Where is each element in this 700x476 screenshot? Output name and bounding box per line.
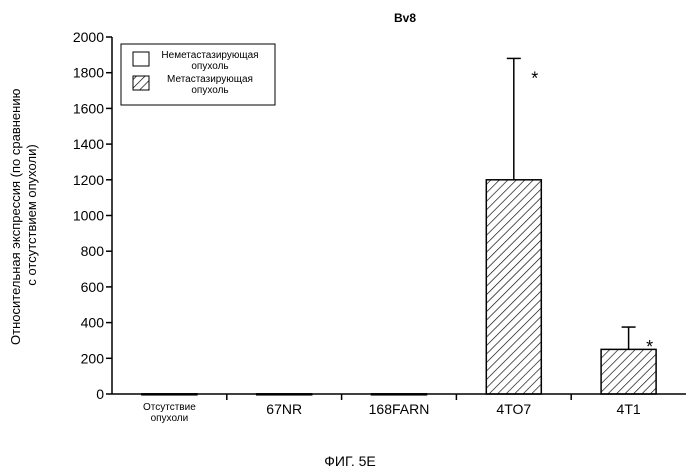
x-axis: Отсутствиеопухоли 67NR 168FARN 4TO7 4T1 xyxy=(112,394,686,424)
legend-label-line: опухоль xyxy=(191,61,228,72)
x-tick-label: 67NR xyxy=(266,401,302,417)
x-tick-label-line: 4T1 xyxy=(617,401,641,417)
y-tick-label: 200 xyxy=(81,350,105,366)
x-tick-label-line: Отсутствие xyxy=(143,402,196,413)
y-axis: 0 200 400 600 800 1000 1200 1400 1600 1800 2000 xyxy=(73,29,112,402)
x-tick-label-line: 67NR xyxy=(266,401,302,417)
y-tick-label: 1600 xyxy=(73,100,104,116)
x-tick-label-line: опухоли xyxy=(151,413,189,424)
y-tick-label: 800 xyxy=(81,243,105,259)
y-tick-label: 600 xyxy=(81,279,105,295)
x-tick-label-line: 4TO7 xyxy=(496,401,531,417)
legend: НеметастазирующаяопухольМетастазирующаяо… xyxy=(121,44,275,105)
y-tick-label: 2000 xyxy=(73,29,104,45)
legend-swatch-1 xyxy=(133,52,149,66)
y-axis-label-line-2: с отсутствием опухоли) xyxy=(24,144,39,285)
y-tick-label: 1200 xyxy=(73,172,104,188)
x-tick-label: 4T1 xyxy=(617,401,641,417)
bar-3 xyxy=(372,394,427,395)
bar-2 xyxy=(257,394,312,395)
figure-caption: ФИГ. 5E xyxy=(324,453,375,469)
y-tick-label: 0 xyxy=(96,386,104,402)
bar-4 xyxy=(486,180,541,394)
significance-marker: * xyxy=(531,68,538,88)
x-tick-label: 168FARN xyxy=(369,401,430,417)
y-tick-label: 400 xyxy=(81,315,105,331)
x-tick-label-line: 168FARN xyxy=(369,401,430,417)
significance-marker: * xyxy=(646,337,653,357)
x-tick-label: 4TO7 xyxy=(496,401,531,417)
y-tick-label: 1000 xyxy=(73,208,104,224)
y-axis-label-line-1: Относительная экспрессия (по сравнению xyxy=(8,88,23,345)
x-tick-label: Отсутствиеопухоли xyxy=(143,402,196,424)
legend-label-line: Метастазирующая xyxy=(167,74,253,85)
legend-swatch-2 xyxy=(133,76,149,90)
y-tick-label: 1400 xyxy=(73,136,104,152)
chart-title: Bv8 xyxy=(394,11,416,25)
legend-label-line: опухоль xyxy=(191,85,228,96)
y-axis-label: Относительная экспрессия (по сравнению с… xyxy=(8,85,39,345)
bar-1 xyxy=(142,394,197,395)
legend-label-line: Неметастазирующая xyxy=(161,50,258,61)
bars: ** xyxy=(142,58,656,394)
y-tick-label: 1800 xyxy=(73,65,104,81)
